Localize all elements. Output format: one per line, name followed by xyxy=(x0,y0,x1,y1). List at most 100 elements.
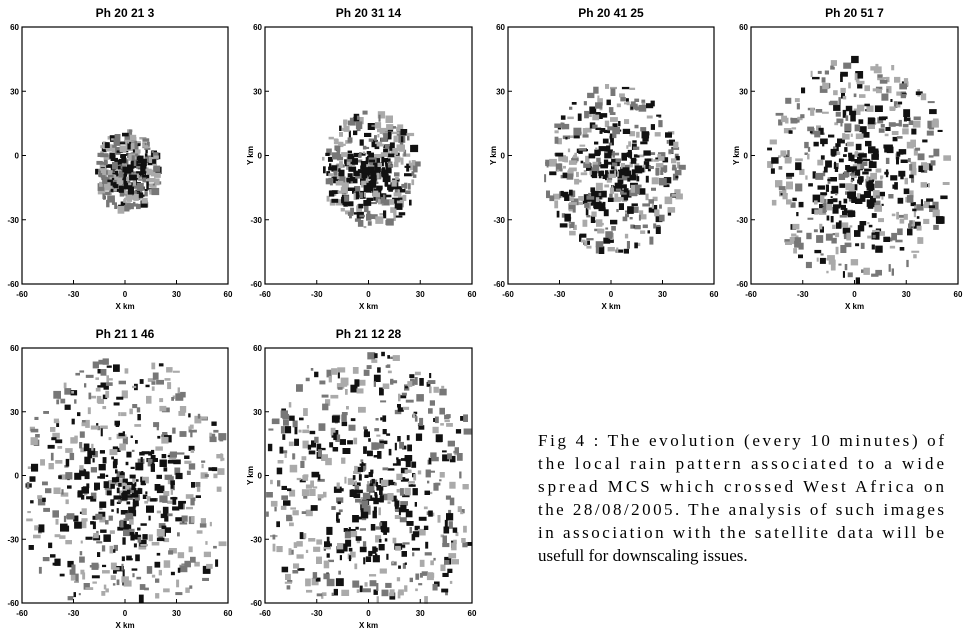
rain-cell xyxy=(767,147,772,151)
rain-cell xyxy=(79,551,83,556)
rain-cell xyxy=(382,415,387,422)
rain-cell xyxy=(364,474,369,478)
rain-cell xyxy=(889,245,896,249)
rain-cell xyxy=(48,463,54,470)
rain-cell xyxy=(584,240,588,247)
rain-cell xyxy=(101,591,106,596)
rain-cell xyxy=(64,388,72,395)
rain-cell xyxy=(634,165,643,174)
rain-cell xyxy=(653,159,659,162)
rain-cell xyxy=(674,189,681,197)
rain-cell xyxy=(678,164,686,170)
rain-cell xyxy=(113,188,119,192)
rain-cell xyxy=(671,158,677,164)
rain-cell xyxy=(415,573,420,580)
rain-cell xyxy=(133,203,139,207)
rain-cell xyxy=(927,120,934,129)
rain-cell xyxy=(117,500,122,503)
rain-cell xyxy=(640,230,646,234)
rain-cell xyxy=(81,508,87,515)
rain-cell xyxy=(347,529,356,533)
rain-cell xyxy=(167,513,173,517)
rain-cell xyxy=(922,139,928,143)
rain-cell xyxy=(865,140,872,147)
rain-cell xyxy=(807,126,814,132)
rain-cell xyxy=(624,233,629,239)
rain-cell xyxy=(318,423,326,431)
rain-cell xyxy=(622,216,628,222)
rain-cell xyxy=(120,412,127,417)
rain-cell xyxy=(38,524,45,533)
rain-cell xyxy=(380,193,385,201)
rain-cell xyxy=(364,132,372,137)
rain-cell xyxy=(446,423,453,427)
rain-cell xyxy=(374,428,380,432)
rain-cell xyxy=(394,409,402,415)
rain-cell xyxy=(412,547,420,551)
rain-cell xyxy=(100,369,107,376)
y-tick-label: -30 xyxy=(736,216,748,225)
rain-cell xyxy=(63,515,67,523)
rain-cell xyxy=(850,113,856,122)
rain-cell xyxy=(822,82,830,90)
rain-cell xyxy=(205,541,208,545)
rain-cell xyxy=(926,198,934,202)
rain-cell xyxy=(911,128,917,135)
rain-cell xyxy=(913,210,916,218)
rain-cell xyxy=(568,168,573,174)
rain-cell xyxy=(391,495,397,502)
rain-cell xyxy=(202,565,211,574)
rain-cell xyxy=(82,572,86,580)
rain-cell xyxy=(592,124,598,128)
rain-cell xyxy=(424,552,432,556)
rain-cell xyxy=(584,110,589,119)
rain-cell xyxy=(210,433,216,439)
rain-cell xyxy=(303,496,308,499)
rain-cell xyxy=(634,106,639,111)
rain-cell xyxy=(348,424,356,431)
rain-cell xyxy=(424,596,428,604)
rain-cell xyxy=(617,179,624,184)
rain-cell xyxy=(835,111,841,117)
rain-cell xyxy=(80,447,86,453)
rain-cell xyxy=(106,490,112,496)
rain-cell xyxy=(40,459,45,466)
rain-cell xyxy=(356,589,360,593)
rain-cell xyxy=(827,255,835,261)
rain-cell xyxy=(554,130,559,134)
rain-cell xyxy=(883,77,887,80)
rain-cell xyxy=(562,165,566,169)
rain-cell xyxy=(397,591,401,599)
rain-cell xyxy=(326,195,330,202)
rain-cell xyxy=(282,434,286,440)
rain-cell xyxy=(928,205,935,209)
rain-cell xyxy=(788,130,793,134)
rain-cell xyxy=(326,536,330,542)
rain-cell xyxy=(373,589,378,595)
rain-cell xyxy=(794,237,802,243)
rain-cell xyxy=(124,190,129,195)
rain-cell xyxy=(383,530,387,535)
rain-cell xyxy=(112,583,116,586)
rain-cell xyxy=(190,430,193,438)
rain-cell xyxy=(416,394,424,402)
rain-cell xyxy=(109,179,118,183)
rain-cell xyxy=(338,509,343,513)
y-axis-label: Y km xyxy=(246,466,255,485)
rain-cell xyxy=(97,188,105,195)
rain-cell xyxy=(407,381,413,387)
rain-cell xyxy=(371,478,375,484)
rain-cell xyxy=(639,210,644,218)
rain-cell xyxy=(104,486,112,490)
x-tick-label: 30 xyxy=(172,609,181,618)
rain-cell xyxy=(147,188,151,191)
rain-cell xyxy=(867,222,870,225)
rain-cell xyxy=(396,489,400,493)
rain-cell xyxy=(403,509,409,512)
rain-cell xyxy=(911,220,915,227)
rain-cell xyxy=(358,474,362,481)
rain-cell xyxy=(110,483,115,489)
rain-cell xyxy=(355,121,363,129)
rain-cell xyxy=(598,192,602,196)
